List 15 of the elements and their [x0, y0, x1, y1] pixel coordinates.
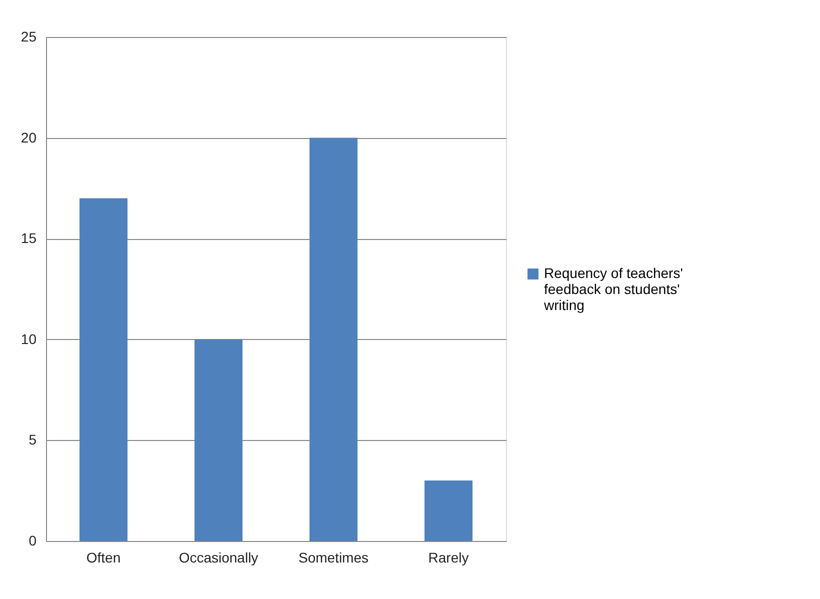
bar	[424, 480, 472, 541]
bar	[80, 198, 128, 541]
y-tick-label: 20	[20, 129, 37, 146]
bar	[310, 138, 358, 541]
legend-label: Requency of teachers' feedback on students' writing	[543, 265, 683, 313]
x-tick-label: Rarely	[428, 550, 469, 566]
y-tick-label: 15	[20, 230, 37, 246]
bar	[194, 339, 242, 541]
x-tick-label: Often	[86, 550, 121, 566]
y-tick-label: 10	[20, 330, 37, 347]
x-tick-label: Occasionally	[178, 550, 258, 566]
y-tick-label: 5	[28, 432, 37, 448]
y-tick-label: 25	[20, 28, 37, 44]
x-tick-label: Sometimes	[298, 550, 369, 566]
y-tick-label: 0	[28, 532, 37, 548]
